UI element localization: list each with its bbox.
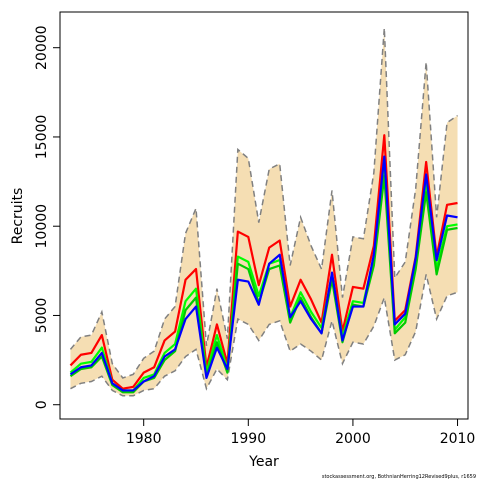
y-tick-label: 5000 — [34, 298, 50, 334]
y-tick-label: 10000 — [34, 204, 50, 249]
x-tick-label: 1990 — [230, 431, 266, 447]
y-axis-title: Recruits — [10, 188, 26, 245]
band-lower-edge — [70, 274, 458, 397]
plot-frame — [59, 11, 469, 420]
x-tick-label: 1980 — [126, 431, 162, 447]
y-tick-label: 0 — [34, 400, 50, 409]
x-tick-label: 2010 — [440, 431, 476, 447]
y-tick-label: 20000 — [34, 25, 50, 70]
confidence-band — [70, 28, 458, 396]
band-upper-edge — [69, 28, 458, 379]
y-tick-label: 15000 — [34, 115, 50, 160]
x-axis-title: Year — [248, 454, 279, 470]
x-tick-label: 2000 — [335, 431, 371, 447]
series-line-4 — [69, 155, 458, 392]
credit-text: stockassessment.org, BothnianHerring12Re… — [322, 474, 476, 480]
